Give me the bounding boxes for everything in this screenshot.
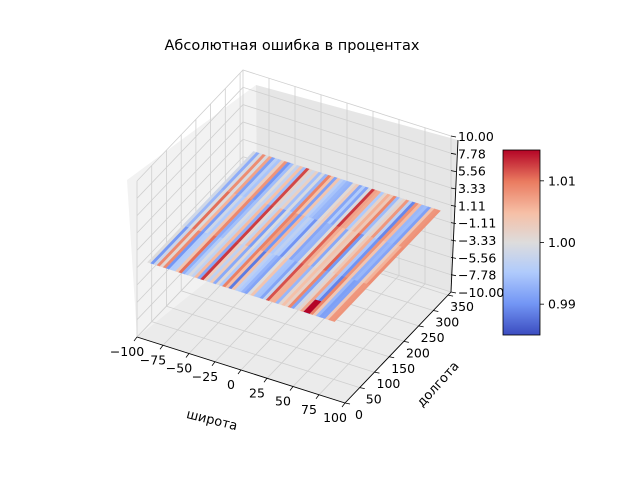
y-tick	[344, 402, 351, 405]
x-tick-label: 75	[301, 402, 317, 417]
y-tick-label: 100	[377, 376, 401, 391]
x-tick-label: 0	[227, 377, 235, 392]
x-tick	[341, 402, 346, 408]
surface-strip	[303, 299, 322, 314]
colorbar-tick-label: 1.00	[548, 235, 576, 250]
x-tick	[185, 353, 190, 358]
x-tick	[159, 345, 164, 350]
z-tick-label: −5.56	[458, 250, 496, 265]
z-tick-label: 10.00	[458, 129, 494, 144]
z-gridline	[136, 138, 452, 251]
y-tick-label: 150	[391, 361, 415, 376]
x-tick	[263, 378, 268, 383]
z-tick-label: −3.33	[458, 233, 496, 248]
z-tick-label: 3.33	[458, 181, 486, 196]
z-tick	[450, 187, 457, 190]
y-tick-label: 300	[435, 315, 459, 330]
z-tick	[450, 170, 457, 173]
colorbar: 0.99 1.00 1.01	[502, 149, 576, 336]
z-tick	[450, 256, 457, 259]
z-gridline	[136, 104, 452, 216]
z-tick	[450, 152, 457, 155]
y-tick	[433, 310, 439, 312]
z-tick-label: −10.00	[458, 285, 504, 300]
chart-title: Абсолютная ошибка в процентах	[165, 38, 420, 54]
z-gridline	[136, 121, 452, 234]
z-tick-label: −7.78	[458, 268, 496, 283]
y-tick-label: 0	[355, 407, 363, 422]
z-tick	[450, 135, 457, 138]
colorbar-tick-label: 0.99	[548, 297, 576, 312]
x-tick-label: −75	[140, 352, 166, 367]
y-tick-label: 200	[406, 345, 430, 360]
z-axis-line	[450, 139, 459, 293]
z-tick-label: 5.56	[458, 164, 486, 179]
z-tick	[450, 291, 457, 294]
y-tick	[418, 325, 424, 328]
x-tick-label: 50	[275, 394, 291, 409]
surface-plot	[147, 151, 441, 322]
x-tick-label: −100	[110, 344, 144, 359]
y-tick	[359, 387, 365, 389]
x-tick	[133, 336, 138, 342]
z-tick	[450, 222, 457, 225]
y-tick-label: 250	[421, 330, 445, 345]
z-tick-label: 1.11	[458, 198, 486, 213]
x-tick-label: 100	[323, 410, 347, 425]
x-tick-label: 25	[249, 385, 265, 400]
y-tick	[389, 356, 395, 359]
y-tick	[447, 294, 454, 297]
x-tick	[237, 369, 242, 375]
y-tick-label: 50	[366, 392, 382, 407]
y-axis-label: долгота	[414, 359, 462, 410]
x-axis-label: широта	[185, 407, 239, 434]
x-tick	[211, 361, 216, 366]
x-tick	[315, 394, 320, 399]
y-tick	[403, 340, 409, 343]
z-tick	[450, 274, 457, 277]
z-tick	[450, 204, 457, 207]
y-tick	[374, 371, 380, 374]
z-tick-label: 7.78	[458, 146, 486, 161]
y-tick-label: 350	[450, 299, 474, 314]
x-tick-label: −50	[166, 361, 192, 376]
z-gridline	[136, 86, 452, 199]
left-pane	[127, 85, 257, 337]
colorbar-rect	[502, 149, 541, 336]
x-tick	[289, 386, 294, 391]
z-tick-label: −1.11	[458, 216, 496, 231]
colorbar-tick-label: 1.01	[548, 173, 576, 188]
surface-strip	[401, 209, 441, 248]
z-tick	[450, 239, 457, 242]
z-gridline	[136, 69, 452, 182]
x-tick-label: −25	[192, 369, 218, 384]
